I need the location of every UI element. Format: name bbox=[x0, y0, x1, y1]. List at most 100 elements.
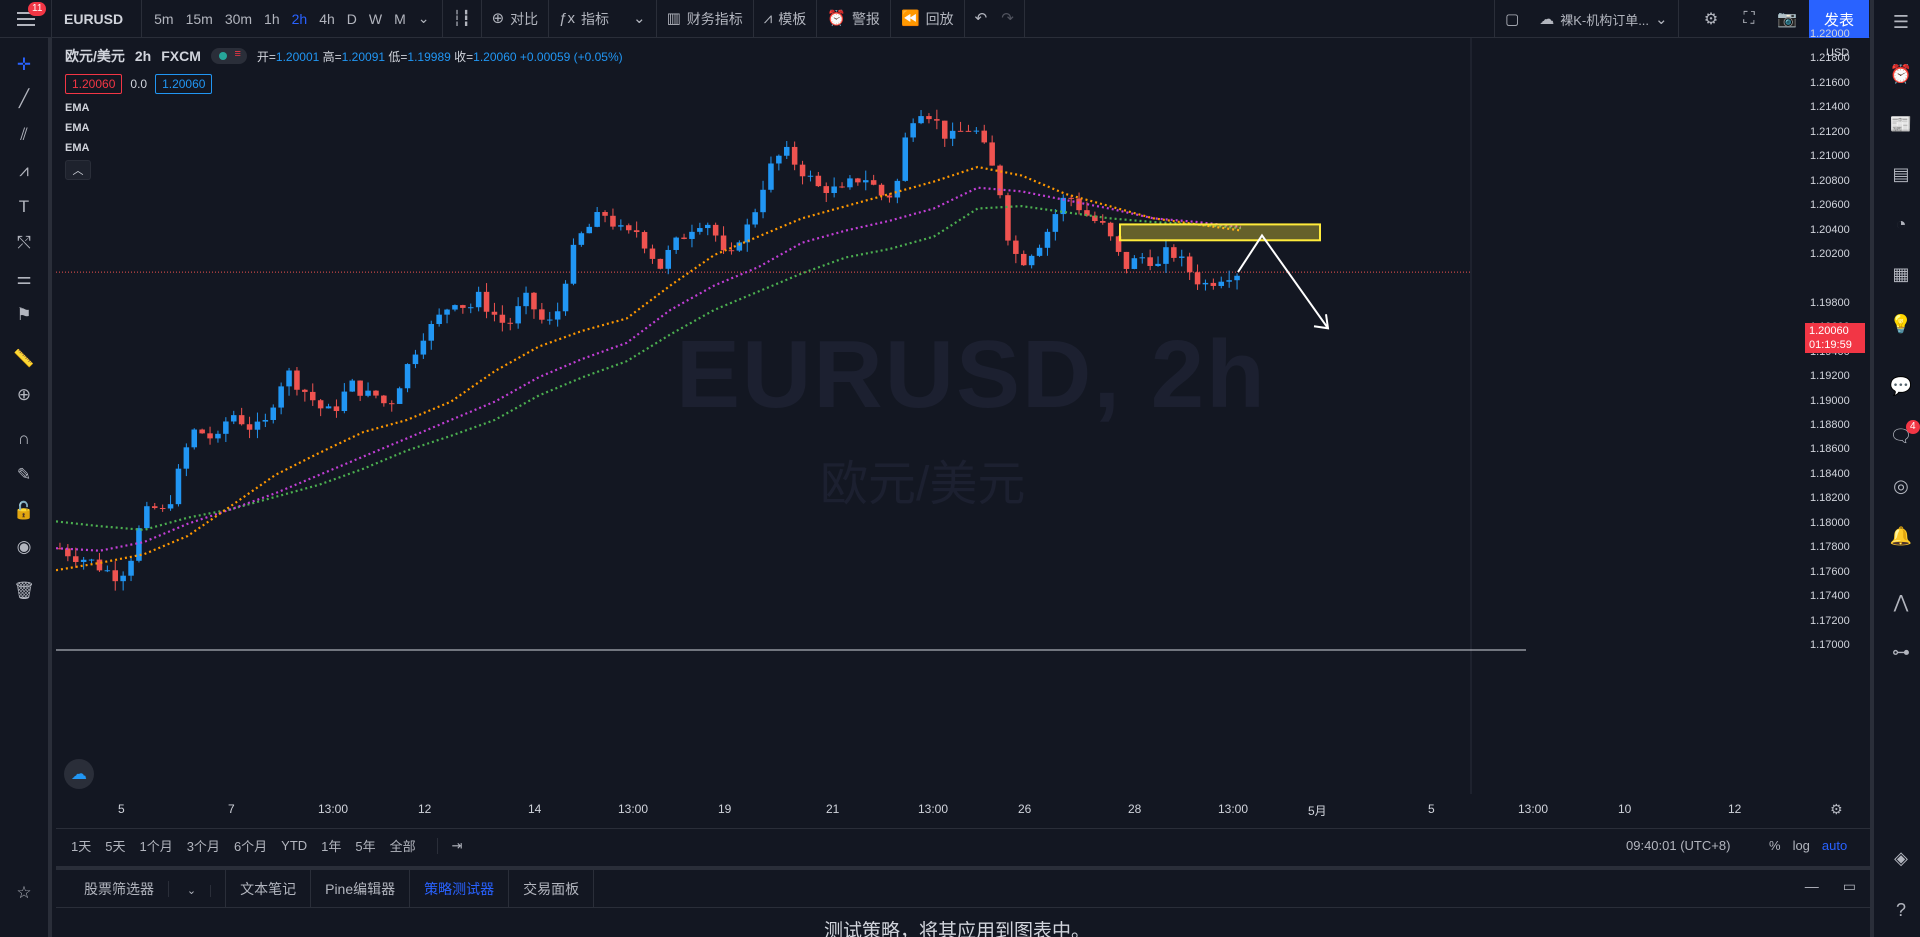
range-1m[interactable]: 1个月 bbox=[139, 839, 173, 854]
plus-circle-icon: ⊕ bbox=[491, 10, 505, 27]
range-1d[interactable]: 1天 bbox=[71, 839, 92, 854]
range-5y[interactable]: 5年 bbox=[355, 839, 376, 854]
fullscreen-toggle-icon[interactable]: ▢ bbox=[1505, 10, 1520, 28]
news-icon[interactable]: 📰 bbox=[1889, 113, 1913, 134]
symbol-search-button[interactable]: EURUSD bbox=[52, 0, 143, 38]
interval-1h[interactable]: 1h bbox=[264, 10, 280, 27]
indicator-ema-2[interactable]: EMA bbox=[65, 122, 90, 134]
crosshair-icon[interactable]: ✛ bbox=[16, 55, 32, 74]
tab-strategy-tester[interactable]: 策略测试器 bbox=[410, 869, 510, 908]
auto-scale-button[interactable]: auto bbox=[1821, 838, 1848, 853]
range-all[interactable]: 全部 bbox=[389, 839, 416, 854]
log-scale-button[interactable]: log bbox=[1792, 838, 1810, 853]
fib-tool-icon[interactable]: ⫽ bbox=[20, 125, 28, 144]
help-icon[interactable]: ? bbox=[1895, 899, 1906, 920]
market-status-toggle[interactable] bbox=[210, 48, 247, 64]
fullscreen-icon[interactable]: ⛶ bbox=[1743, 10, 1755, 27]
layers-icon[interactable]: ◈ bbox=[1894, 847, 1908, 868]
settings-icon[interactable]: ⚙ bbox=[1703, 11, 1719, 28]
candle-body bbox=[475, 291, 482, 308]
interval-dropdown-icon[interactable]: ⌄ bbox=[417, 10, 430, 26]
publish-button[interactable]: 发表 bbox=[1809, 0, 1869, 38]
axis-settings-icon[interactable]: ⚙ bbox=[1830, 801, 1843, 817]
camera-icon[interactable]: 📷 bbox=[1777, 11, 1797, 28]
maximize-panel-icon[interactable]: ▭ bbox=[1842, 878, 1856, 894]
fx-icon: ƒx bbox=[559, 10, 576, 27]
prediction-icon[interactable]: ⤲ bbox=[17, 233, 31, 252]
layout-selector[interactable]: ▢ ☁ 裸K-机构订单... ⌄ bbox=[1494, 0, 1679, 38]
range-3m[interactable]: 3个月 bbox=[186, 839, 220, 854]
order-panel-icon[interactable]: ⋀ bbox=[1893, 591, 1909, 612]
tab-pine-editor[interactable]: Pine编辑器 bbox=[311, 869, 411, 908]
range-6m[interactable]: 6个月 bbox=[233, 839, 268, 854]
undo-icon[interactable]: ↶ bbox=[974, 10, 988, 27]
calendar-icon[interactable]: ▦ bbox=[1892, 263, 1910, 284]
redo-icon[interactable]: ↷ bbox=[1001, 10, 1014, 27]
top-right-tools: ⚙ ⛶ 📷 bbox=[1692, 0, 1806, 38]
timezone-clock[interactable]: 09:40:01 (UTC+8) bbox=[1626, 838, 1731, 853]
alerts-clock-icon[interactable]: ⏰ bbox=[1889, 63, 1913, 84]
candle-body bbox=[641, 232, 648, 249]
trend-line-icon[interactable]: ╱ bbox=[18, 89, 30, 108]
tradingview-logo-icon[interactable]: ☁ bbox=[64, 759, 94, 789]
range-1y[interactable]: 1年 bbox=[321, 839, 342, 854]
indicator-ema-3[interactable]: EMA bbox=[65, 142, 90, 154]
measure-icon[interactable]: ⚌ bbox=[16, 269, 32, 288]
bell-icon[interactable]: 🔔 bbox=[1889, 525, 1913, 546]
icons-tool-icon[interactable]: ⚑ bbox=[16, 305, 32, 324]
interval-30m[interactable]: 30m bbox=[224, 10, 253, 27]
tab-text-notes[interactable]: 文本笔记 bbox=[226, 869, 312, 908]
zoom-icon[interactable]: ⊕ bbox=[16, 385, 32, 404]
interval-2h[interactable]: 2h bbox=[291, 10, 308, 27]
chart-legend: 欧元/美元 2h FXCM 开=1.20001 高=1.20091 低=1.19… bbox=[65, 46, 623, 180]
percent-scale-button[interactable]: % bbox=[1769, 838, 1781, 853]
ruler-icon[interactable]: 📏 bbox=[13, 349, 35, 368]
alert-button[interactable]: ⏰ 警报 bbox=[817, 0, 891, 38]
candle-body bbox=[862, 180, 869, 183]
interval-15m[interactable]: 15m bbox=[185, 10, 213, 27]
range-5d[interactable]: 5天 bbox=[105, 839, 126, 854]
legend-symbol-name[interactable]: 欧元/美元 bbox=[65, 48, 125, 64]
interval-m[interactable]: M bbox=[394, 10, 406, 27]
tab-trading-panel[interactable]: 交易面板 bbox=[509, 869, 595, 908]
indicators-button[interactable]: ƒx 指标 ⌄ bbox=[549, 0, 657, 38]
lock-drawing-icon[interactable]: ✎ bbox=[16, 465, 32, 484]
chart-area[interactable] bbox=[56, 38, 1806, 794]
indicator-ema-1[interactable]: EMA bbox=[65, 102, 90, 114]
dom-icon[interactable]: ⊶ bbox=[1892, 641, 1910, 662]
streams-icon[interactable]: ◎ bbox=[1893, 475, 1909, 496]
magnet-icon[interactable]: ∩ bbox=[17, 429, 31, 448]
star-icon[interactable]: ☆ bbox=[16, 883, 32, 902]
watchlist-icon[interactable]: ☰ bbox=[1892, 11, 1910, 32]
trash-icon[interactable]: 🗑 bbox=[13, 581, 35, 600]
interval-5m[interactable]: 5m bbox=[154, 10, 174, 27]
interval-4h[interactable]: 4h bbox=[319, 10, 335, 27]
templates-button[interactable]: ⩘ 模板 bbox=[754, 0, 818, 38]
sell-price-button[interactable]: 1.20060 bbox=[65, 74, 123, 94]
chat-icon[interactable]: 💬 bbox=[1889, 375, 1913, 396]
eye-icon[interactable]: ◉ bbox=[16, 537, 32, 556]
chart-style-button[interactable]: ┆┇ bbox=[443, 0, 482, 38]
price-chart[interactable] bbox=[56, 38, 1806, 794]
candle-body bbox=[341, 391, 348, 412]
notifications-chat-icon[interactable]: 🗨 4 bbox=[1878, 418, 1920, 454]
lock-icon[interactable]: 🔓 bbox=[13, 501, 35, 520]
interval-w[interactable]: W bbox=[368, 10, 383, 27]
minimize-panel-icon[interactable]: ― bbox=[1804, 878, 1819, 894]
ideas-icon[interactable]: 💡 bbox=[1889, 313, 1913, 334]
pattern-icon[interactable]: ⩘ bbox=[19, 161, 29, 180]
price-tick-label: 1.18800 bbox=[1810, 419, 1850, 432]
data-window-icon[interactable]: ▤ bbox=[1892, 163, 1910, 184]
main-menu-button[interactable]: 11 bbox=[0, 0, 52, 38]
goto-date-icon[interactable]: ⇥ bbox=[436, 837, 470, 854]
hotlists-icon[interactable]: ◔ bbox=[1895, 213, 1907, 234]
text-tool-icon[interactable]: T bbox=[18, 197, 30, 216]
replay-button[interactable]: ⏪ 回放 bbox=[891, 0, 965, 38]
range-ytd[interactable]: YTD bbox=[281, 838, 308, 853]
tab-stock-screener[interactable]: 股票筛选器 ⌄ bbox=[56, 869, 227, 908]
buy-price-button[interactable]: 1.20060 bbox=[155, 74, 213, 94]
financials-button[interactable]: ▥ 财务指标 bbox=[657, 0, 754, 38]
compare-button[interactable]: ⊕ 对比 bbox=[482, 0, 550, 38]
collapse-legend-button[interactable]: ︿ bbox=[65, 160, 91, 180]
interval-d[interactable]: D bbox=[346, 10, 357, 27]
